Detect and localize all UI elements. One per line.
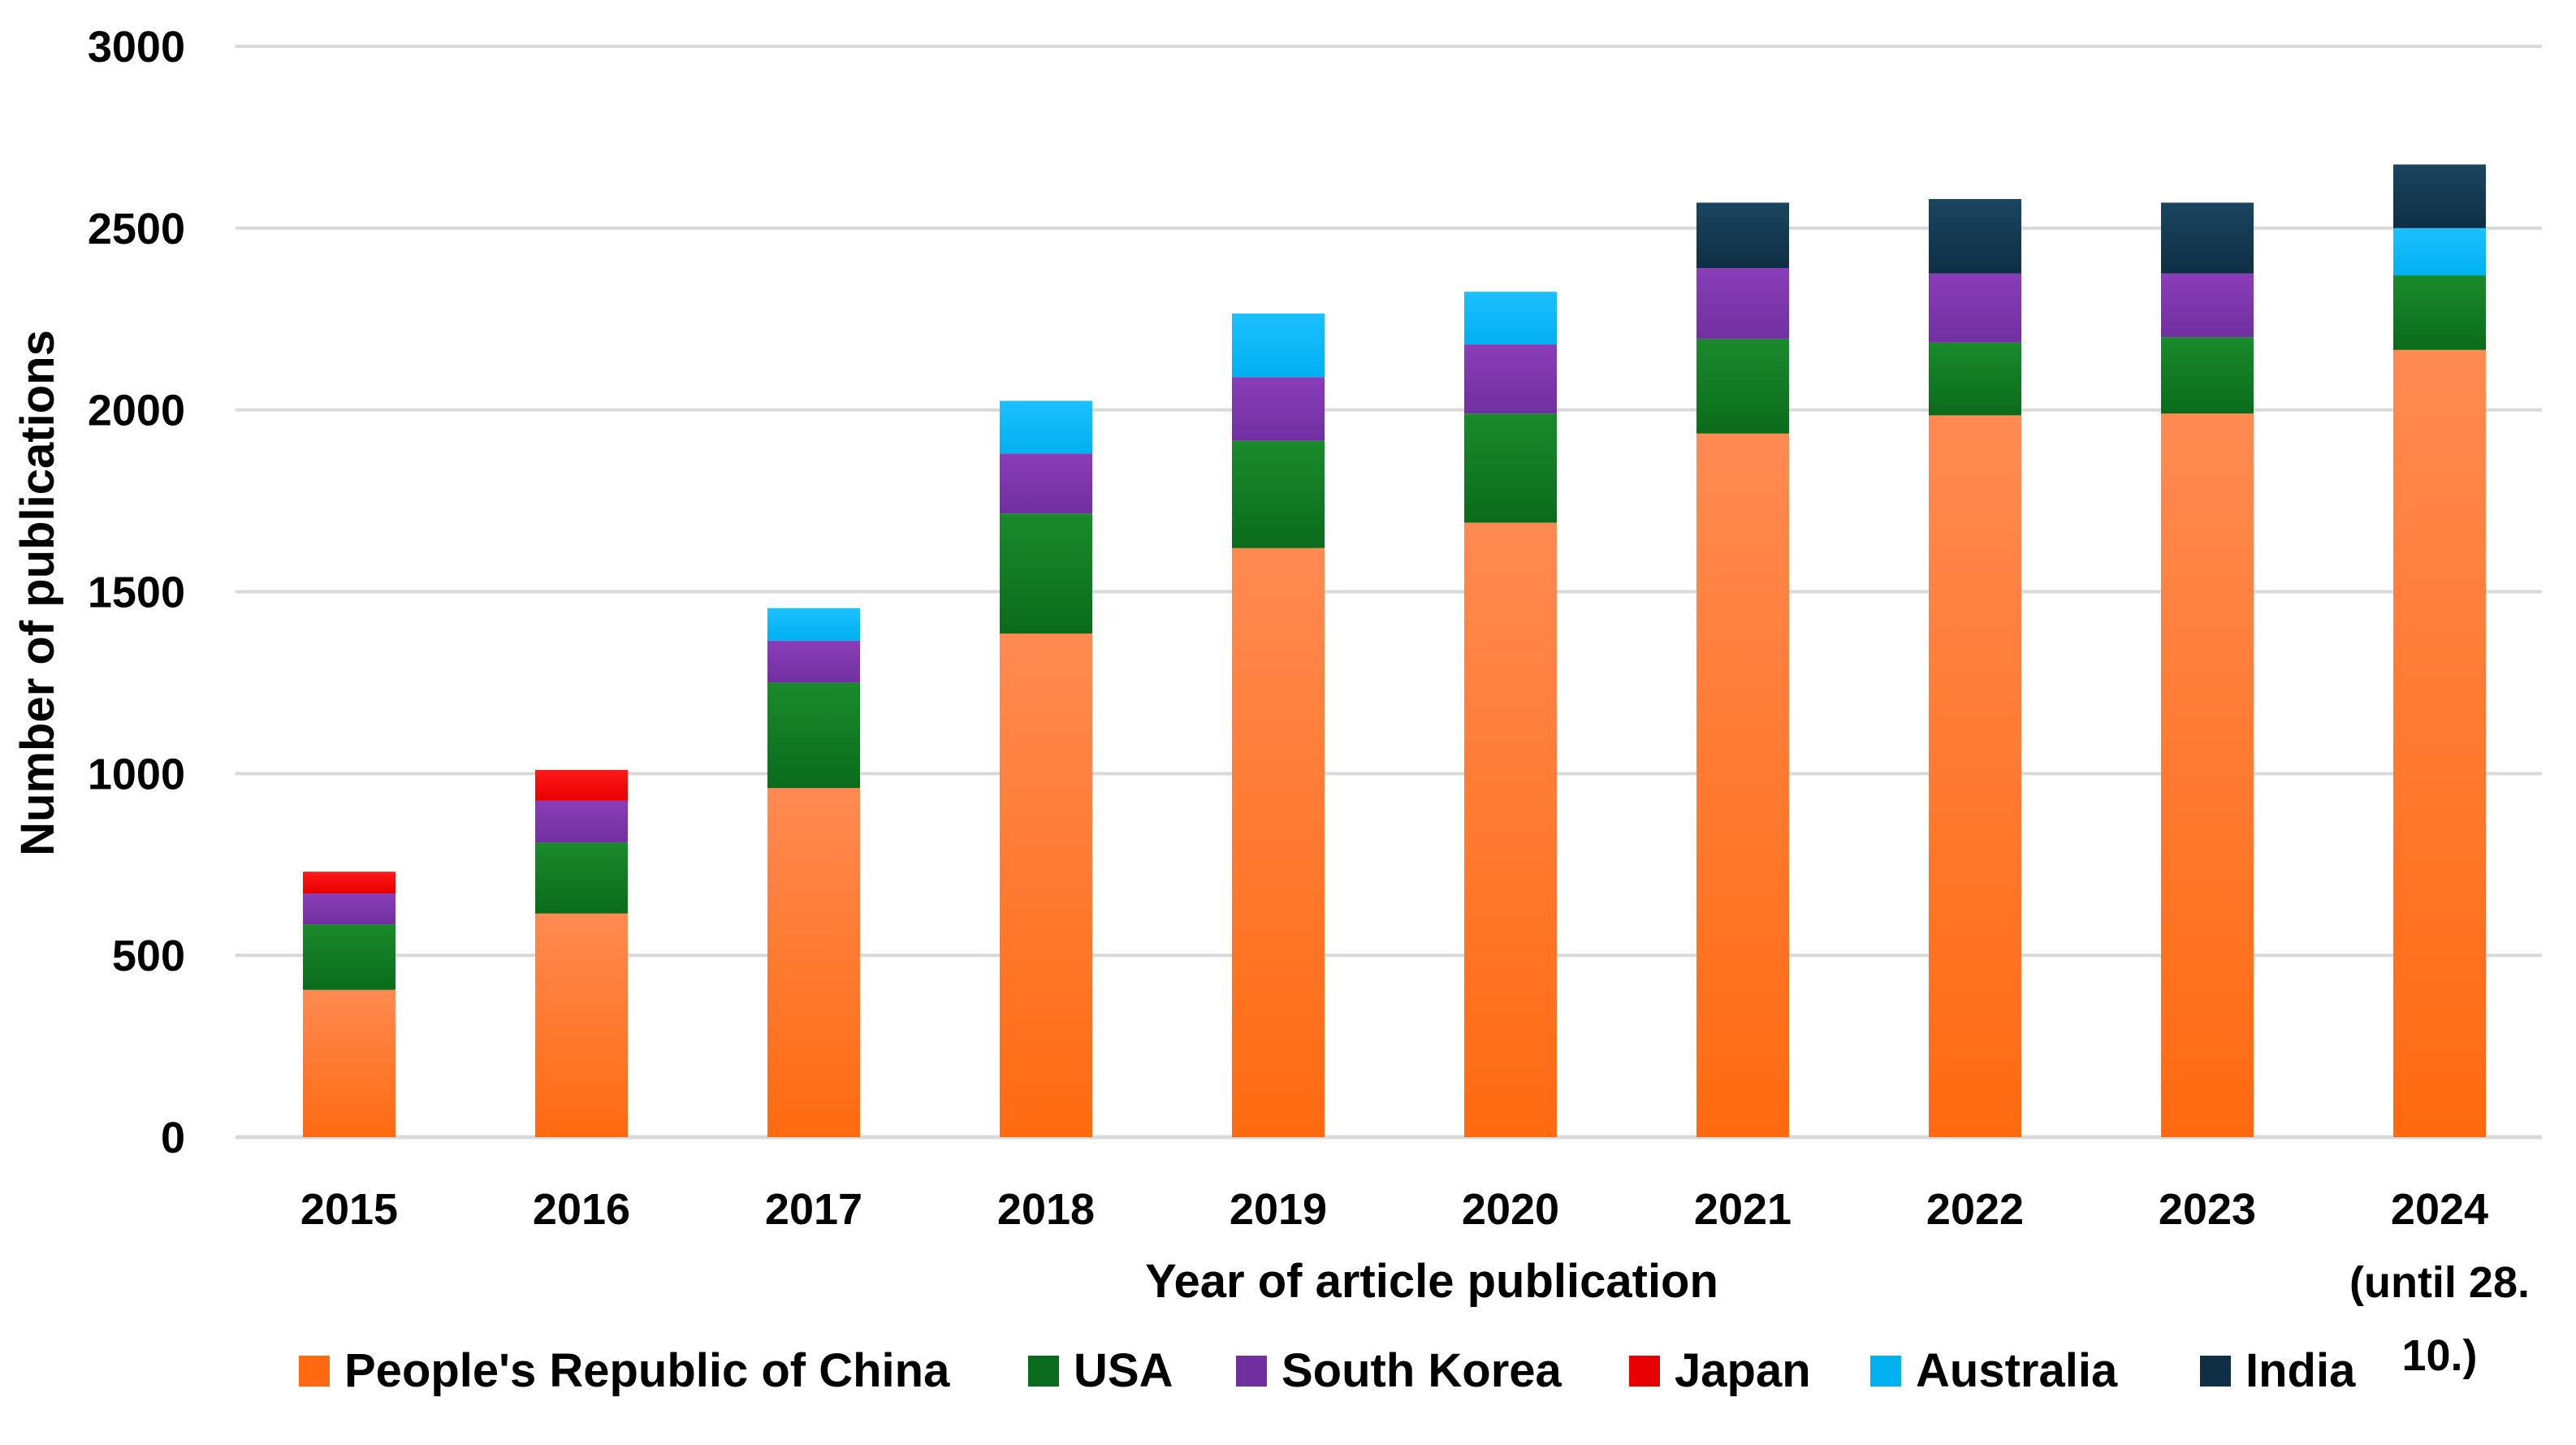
x-tick-label: 2021 — [1694, 1185, 1792, 1234]
y-tick-label: 0 — [161, 1114, 185, 1162]
x-tick-label: (until 28. — [2349, 1258, 2530, 1307]
legend-swatch — [299, 1356, 330, 1387]
y-tick-label: 1000 — [88, 750, 185, 798]
legend-label: Japan — [1675, 1344, 1811, 1397]
axis-layer: 0 500 1000 1500 2000 2500 3000 2015 2016 2017 2018… — [88, 23, 2530, 1380]
bar-segment — [2161, 273, 2254, 338]
bar-segment — [2393, 227, 2486, 276]
y-axis-title: Number of publications — [11, 330, 64, 856]
x-tick-label: 2016 — [533, 1185, 630, 1234]
x-tick-label: 2017 — [765, 1185, 862, 1234]
x-axis-title: Year of article publication — [1145, 1255, 1718, 1308]
x-tick-label: 2018 — [997, 1185, 1095, 1234]
bar-segment — [767, 608, 860, 641]
y-tick-label: 1500 — [88, 569, 185, 617]
y-tick-label: 2000 — [88, 387, 185, 435]
legend-label: People's Republic of China — [344, 1344, 950, 1397]
x-tick-label: 10.) — [2401, 1331, 2477, 1380]
bar-segment — [1000, 453, 1092, 514]
x-tick-label: 2015 — [300, 1185, 398, 1234]
bar-segment — [1696, 339, 1789, 434]
legend-swatch — [2200, 1356, 2231, 1387]
bar-segment — [1696, 433, 1789, 1137]
bar-segment — [303, 872, 395, 894]
bar-segment — [2161, 337, 2254, 414]
bar-segment — [2393, 164, 2486, 228]
legend-swatch — [1629, 1356, 1660, 1387]
bar-segment — [535, 800, 628, 843]
bar-segment — [1464, 522, 1557, 1137]
bar-segment — [2161, 413, 2254, 1138]
legend-swatch — [1870, 1356, 1901, 1387]
bar-segment — [767, 682, 860, 789]
legend-layer: People's Republic of China USA South Korea… — [299, 1344, 2356, 1397]
legend-swatch — [1028, 1356, 1059, 1387]
bar-segment — [1464, 344, 1557, 414]
x-tick-label: 2023 — [2159, 1185, 2256, 1234]
bar-segment — [1232, 547, 1325, 1137]
bar-segment — [767, 640, 860, 683]
bar-layer — [303, 164, 2486, 1138]
x-tick-label: 2019 — [1230, 1185, 1327, 1234]
bar-segment — [1929, 415, 2021, 1137]
bar-segment — [1232, 440, 1325, 548]
bar-segment — [1000, 513, 1092, 634]
bar-segment — [303, 924, 395, 990]
x-tick-label: 2024 — [2391, 1185, 2488, 1234]
bar-segment — [535, 913, 628, 1137]
bar-segment — [303, 989, 395, 1137]
bar-segment — [1464, 292, 1557, 345]
bar-segment — [1464, 413, 1557, 523]
bar-segment — [1000, 400, 1092, 454]
bar-segment — [2161, 202, 2254, 274]
legend-label: USA — [1074, 1344, 1173, 1397]
legend-label: Australia — [1916, 1344, 2118, 1397]
bar-segment — [1232, 314, 1325, 378]
legend-label: South Korea — [1282, 1344, 1562, 1397]
legend-label: India — [2245, 1344, 2356, 1397]
bar-segment — [1232, 377, 1325, 441]
legend-swatch — [1236, 1356, 1267, 1387]
bar-segment — [767, 788, 860, 1137]
bar-segment — [303, 893, 395, 925]
bar-segment — [535, 769, 628, 801]
bar-segment — [1696, 202, 1789, 269]
bar-segment — [1000, 633, 1092, 1137]
bar-segment — [1696, 268, 1789, 340]
y-tick-label: 2500 — [88, 205, 185, 253]
y-tick-label: 500 — [112, 932, 185, 980]
bar-segment — [1929, 342, 2021, 416]
bar-segment — [1929, 273, 2021, 343]
bar-segment — [2393, 349, 2486, 1138]
bar-segment — [2393, 275, 2486, 350]
y-tick-label: 3000 — [88, 23, 185, 71]
x-tick-label: 2022 — [1926, 1185, 2024, 1234]
x-tick-label: 2020 — [1462, 1185, 1559, 1234]
bar-segment — [535, 842, 628, 914]
bar-segment — [1929, 199, 2021, 274]
